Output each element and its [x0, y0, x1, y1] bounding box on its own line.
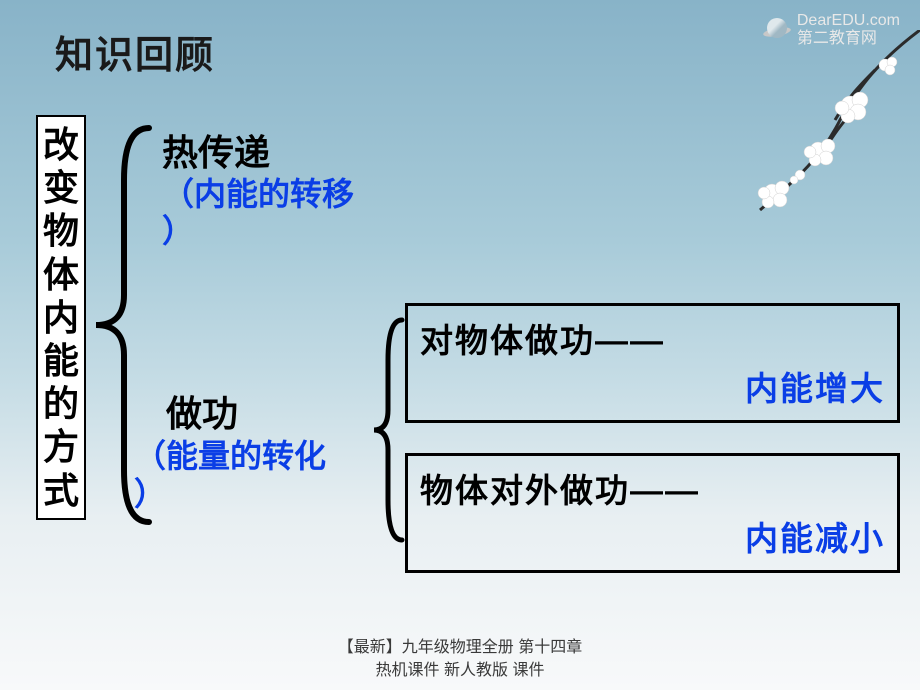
brace-right-icon: [370, 305, 410, 555]
flower-branch-decoration: [700, 30, 920, 220]
box2-line1: 物体对外做功——: [420, 464, 885, 512]
branch1-note-open: （内能的转移: [162, 176, 354, 212]
branch2-note-open: （能量的转化: [134, 438, 326, 474]
box1-line2: 内能增大: [420, 362, 885, 410]
box1-line1: 对物体做功——: [420, 314, 885, 362]
footer-line1: 【最新】九年级物理全册 第十四章: [0, 637, 920, 659]
result-box-2: 物体对外做功—— 内能减小: [405, 453, 900, 573]
branch1-note-close: ）: [162, 213, 402, 250]
branch-work: 做功 （能量的转化 ）: [134, 385, 384, 514]
main-topic-vertical: 改变物体内能的方式: [36, 115, 86, 520]
slide-title: 知识回顾: [55, 24, 215, 79]
branch1-title: 热传递: [162, 124, 402, 176]
branch2-title: 做功: [134, 385, 384, 437]
footer-line2: 热机课件 新人教版 课件: [0, 660, 920, 682]
branch-heat-transfer: 热传递 （内能的转移 ）: [162, 124, 402, 250]
box2-line2: 内能减小: [420, 512, 885, 560]
logo-line1: DearEDU.com: [797, 12, 900, 30]
result-box-1: 对物体做功—— 内能增大: [405, 303, 900, 423]
slide-footer: 【最新】九年级物理全册 第十四章 热机课件 新人教版 课件: [0, 637, 920, 682]
branch2-note-close: ）: [134, 475, 384, 513]
